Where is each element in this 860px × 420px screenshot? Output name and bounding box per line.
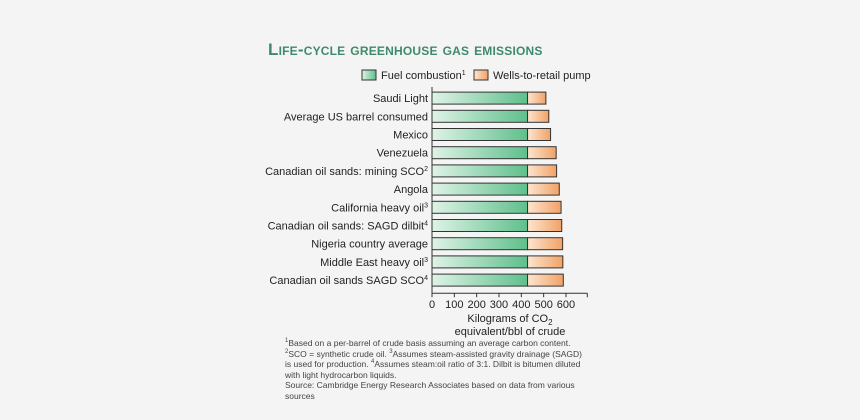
footnote-3: Assumes steam-assisted gravity drainage …	[285, 348, 583, 370]
x-axis-title-line2: equivalent/bbl of crude	[455, 326, 566, 338]
bar-fuel-combustion	[431, 255, 529, 269]
legend-label: Fuel combustion1	[381, 70, 466, 82]
x-tick-label: 100	[445, 299, 463, 311]
source-line: Source: Cambridge Energy Research Associ…	[285, 380, 575, 401]
bar-fuel-combustion	[431, 128, 529, 141]
category-label-sup: 3	[424, 202, 428, 209]
bar-fuel-combustion	[431, 237, 529, 251]
bar-fuel-combustion	[431, 182, 529, 196]
footnote-2: SCO = synthetic crude oil.	[288, 348, 387, 359]
bar-wells-to-retail	[527, 219, 563, 232]
category-label: Canadian oil sands: SAGD dilbit4	[268, 221, 429, 233]
bar-wells-to-retail	[527, 91, 547, 105]
category-label: Canadian oil sands SAGD SCO4	[269, 275, 428, 287]
category-label: Nigeria country average	[311, 239, 428, 251]
category-label: Saudi Light	[373, 93, 428, 105]
bar-wells-to-retail	[527, 109, 550, 123]
category-label-sup: 3	[424, 257, 428, 264]
category-label: Average US barrel consumed	[284, 111, 428, 123]
category-label-sup: 4	[424, 275, 428, 282]
bar-wells-to-retail	[527, 146, 557, 160]
bar-fuel-combustion	[431, 164, 529, 178]
bar-wells-to-retail	[527, 164, 558, 178]
x-tick-label: 300	[490, 299, 508, 311]
bar-fuel-combustion	[431, 219, 529, 232]
bar-fuel-combustion	[431, 200, 529, 214]
x-tick-label: 600	[557, 299, 575, 311]
x-tick-label: 200	[467, 299, 485, 311]
legend-label-sup: 1	[462, 70, 466, 77]
bar-wells-to-retail	[527, 237, 564, 251]
category-label: California heavy oil3	[331, 202, 428, 214]
x-tick-label: 400	[512, 299, 530, 311]
footnote-block: 1Based on a per-barrel of crude basis as…	[285, 338, 585, 401]
legend-swatch-pump	[473, 69, 489, 81]
category-label-sup: 2	[424, 166, 428, 173]
x-tick-label: 0	[429, 299, 435, 311]
bar-wells-to-retail	[527, 255, 564, 269]
bar-wells-to-retail	[527, 128, 552, 141]
bar-fuel-combustion	[431, 109, 529, 123]
bar-wells-to-retail	[527, 200, 562, 214]
legend-swatch-fuel	[361, 69, 377, 81]
category-label: Canadian oil sands: mining SCO2	[265, 166, 428, 178]
category-label: Mexico	[393, 130, 428, 142]
bar-fuel-combustion	[431, 91, 529, 105]
x-axis: 0 100 200 300 400 500 600 Kilograms of CO2equiv…	[429, 87, 588, 338]
footnote-4: Assumes steam:oil ratio of 3:1. Dilbit i…	[285, 359, 581, 380]
bar-wells-to-retail	[527, 182, 560, 196]
bar-wells-to-retail	[527, 273, 564, 287]
bar-fuel-combustion	[431, 273, 529, 287]
category-label: Venezuela	[377, 148, 429, 160]
chart-title: Life-cycle greenhouse gas emissions	[268, 40, 543, 59]
bars-group: Saudi Light Average US barrel consumed Mex…	[265, 91, 564, 287]
category-label: Angola	[394, 184, 429, 196]
legend: Fuel combustion1 Wells-to-retail pump	[361, 69, 591, 82]
category-label: Middle East heavy oil3	[320, 257, 428, 269]
footnote-text: 1Based on a per-barrel of crude basis as…	[285, 338, 583, 380]
footnote-1: Based on a per-barrel of crude basis ass…	[288, 338, 571, 348]
x-axis-title: Kilograms of CO2	[467, 313, 553, 327]
x-axis-title-sub: 2	[548, 318, 553, 327]
bar-fuel-combustion	[431, 146, 529, 160]
x-tick-label: 500	[534, 299, 552, 311]
legend-label: Wells-to-retail pump	[493, 70, 591, 82]
category-label-sup: 4	[424, 221, 428, 228]
